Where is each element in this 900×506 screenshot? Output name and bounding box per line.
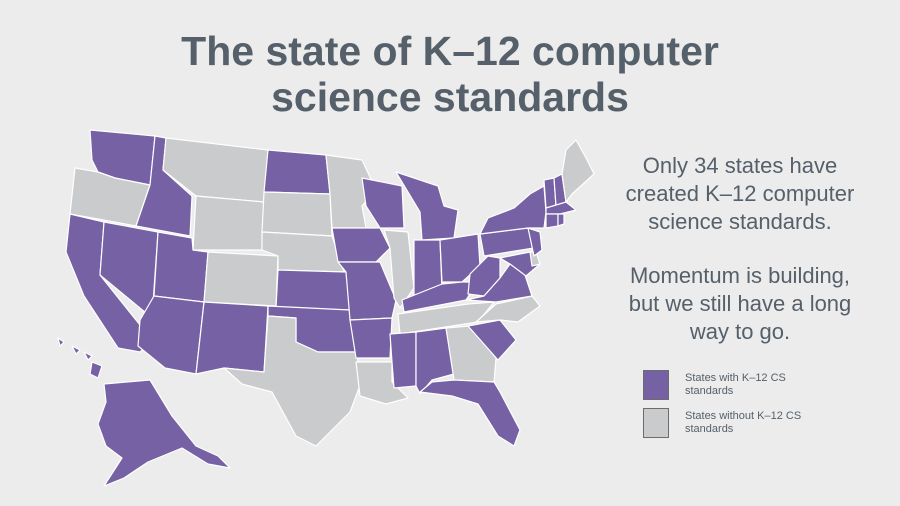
legend-label-without: States without K–12 CS standards — [685, 410, 802, 435]
state-TN — [397, 301, 495, 335]
state-KS — [275, 269, 351, 311]
summary-paragraph: Only 34 states have created K–12 compute… — [590, 152, 890, 236]
state-AK — [97, 379, 231, 487]
momentum-paragraph: Momentum is building, but we still have … — [590, 262, 890, 346]
state-MA — [545, 201, 577, 215]
legend: States with K–12 CS standards States wit… — [643, 370, 835, 446]
state-CT — [545, 213, 559, 229]
state-NJ — [527, 227, 543, 257]
state-NY — [479, 185, 547, 235]
state-HI — [57, 337, 103, 379]
state-IL — [383, 229, 415, 309]
state-MN — [325, 154, 377, 229]
state-FL — [419, 379, 521, 447]
state-WY — [192, 195, 265, 251]
title-line-2: science standards — [271, 74, 629, 120]
state-NC — [475, 295, 541, 323]
state-SD — [261, 191, 333, 237]
state-ME — [561, 139, 595, 203]
state-WI — [361, 177, 405, 229]
state-NM — [195, 301, 269, 375]
legend-swatch-with — [643, 370, 669, 400]
state-TX — [223, 315, 363, 447]
state-ND — [263, 149, 331, 195]
state-MI — [395, 171, 459, 241]
legend-label-with: States with K–12 CS standards — [685, 372, 786, 397]
momentum-line-2: but we still have a long — [628, 291, 852, 316]
state-IA — [331, 227, 391, 263]
momentum-line-1: Momentum is building, — [629, 263, 851, 288]
state-SC — [467, 319, 517, 361]
legend-item-with: States with K–12 CS standards — [643, 370, 835, 400]
title-line-1: The state of K–12 computer — [181, 28, 719, 74]
state-AR — [349, 317, 393, 359]
state-AZ — [137, 295, 205, 375]
state-RI — [557, 213, 565, 227]
state-CO — [203, 251, 279, 307]
summary-line-3: science standards. — [648, 209, 832, 234]
momentum-line-3: way to go. — [689, 319, 791, 344]
legend-item-without: States without K–12 CS standards — [643, 408, 835, 438]
summary-line-1: Only 34 states have — [642, 153, 838, 178]
page-title: The state of K–12 computer science stand… — [0, 28, 900, 120]
state-MD — [499, 251, 541, 277]
summary-line-2: created K–12 computer — [625, 181, 855, 206]
state-MS — [389, 331, 417, 389]
state-GA — [445, 325, 497, 383]
legend-swatch-without — [643, 408, 669, 438]
